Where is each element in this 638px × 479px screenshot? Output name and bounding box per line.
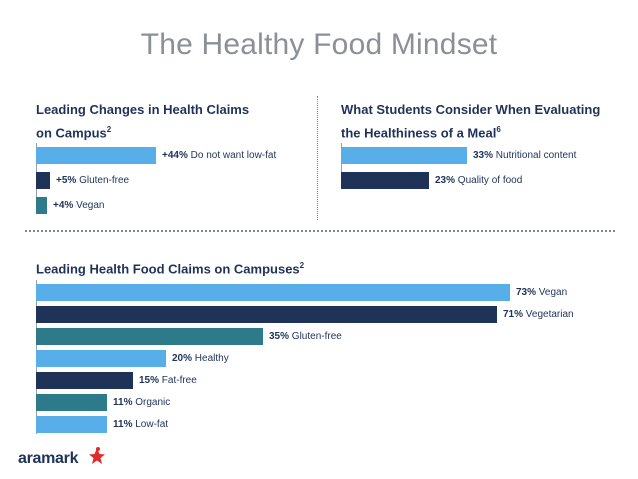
horizontal-divider (25, 230, 615, 232)
value-label: +4% (53, 200, 74, 211)
chart3-title-sup: 2 (299, 261, 305, 270)
value-label: 33% (473, 150, 494, 161)
value-label: +5% (56, 175, 77, 186)
bar-vegetarian (36, 306, 497, 323)
category-label: Quality of food (455, 175, 523, 186)
bar-gluten-free (36, 172, 50, 189)
bar-healthy (36, 350, 166, 367)
category-label: Gluten-free (289, 331, 342, 342)
value-label: 71% (503, 309, 524, 320)
category-label: Vegan (536, 287, 568, 298)
bar-label: +4% Vegan (53, 197, 104, 214)
value-label: 15% (139, 375, 160, 386)
aramark-logo: aramark (18, 446, 106, 470)
value-label: 11% (113, 419, 133, 430)
value-label: 23% (435, 175, 456, 186)
bar-label: 23% Quality of food (435, 172, 522, 189)
chart1-title-line1: Leading Changes in Health Claims (36, 102, 250, 117)
category-label: Healthy (192, 353, 229, 364)
bar-label: 11% Organic (113, 394, 170, 411)
star-person-icon (88, 447, 105, 464)
bar-do-not-want-low-fat (36, 147, 156, 164)
category-label: Do not want low-fat (187, 150, 277, 161)
category-label: Organic (132, 397, 171, 408)
chart3-title: Leading Health Food Claims on Campuses2 (36, 256, 304, 279)
category-label: Gluten-free (76, 175, 130, 186)
value-label: 73% (516, 287, 537, 298)
chart1-title-sup: 2 (106, 125, 112, 134)
value-label: 20% (172, 353, 193, 364)
bar-gluten-free (36, 328, 263, 345)
chart2-title-line2: the Healthiness of a Meal (341, 125, 497, 141)
bar-fat-free (36, 372, 133, 389)
bar-label: 20% Healthy (172, 350, 229, 367)
value-label: 35% (269, 331, 290, 342)
chart2-title-sup: 6 (496, 125, 501, 134)
bar-label: 73% Vegan (516, 284, 567, 301)
bar-quality-of-food (341, 172, 429, 189)
category-label: Nutritional content (493, 150, 577, 161)
chart2-title-line1: What Students Consider When Evaluating (341, 102, 601, 117)
vertical-divider (317, 96, 318, 220)
category-label: Fat-free (159, 375, 197, 386)
bar-vegan (36, 197, 47, 214)
logo-text: aramark (18, 450, 79, 467)
value-label: +44% (162, 150, 188, 161)
bar-label: +5% Gluten-free (56, 172, 129, 189)
axis-line (341, 143, 342, 189)
chart3-title-text: Leading Health Food Claims on Campuses (36, 261, 300, 277)
chart2-title: What Students Consider When Evaluating t… (341, 100, 600, 143)
value-label: 11% (113, 397, 133, 408)
bar-label: 11% Low-fat (113, 416, 168, 433)
bar-label: 15% Fat-free (139, 372, 197, 389)
page-title: The Healthy Food Mindset (140, 28, 498, 61)
category-label: Vegetarian (523, 309, 574, 320)
bar-label: 35% Gluten-free (269, 328, 342, 345)
bar-label: 33% Nutritional content (473, 147, 576, 164)
bar-label: +44% Do not want low-fat (162, 147, 276, 164)
bar-low-fat (36, 416, 107, 433)
bar-label: 71% Vegetarian (503, 306, 574, 323)
category-label: Low-fat (132, 419, 169, 430)
chart1-title-line2: on Campus (36, 125, 107, 141)
bar-nutritional-content (341, 147, 467, 164)
bar-organic (36, 394, 107, 411)
category-label: Vegan (73, 200, 105, 211)
chart1-title: Leading Changes in Health Claims on Camp… (36, 100, 249, 143)
bar-vegan (36, 284, 510, 301)
